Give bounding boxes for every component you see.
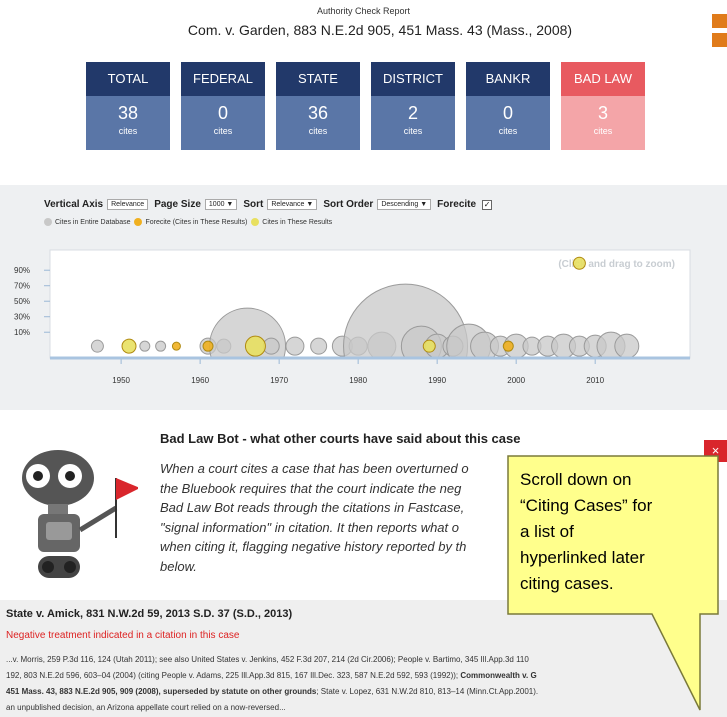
callout-line: Scroll down on xyxy=(520,470,632,490)
callout-line: “Citing Cases” for xyxy=(520,496,652,516)
callout-shape xyxy=(0,0,727,717)
page: Authority Check Report Com. v. Garden, 8… xyxy=(0,0,727,717)
callout-line: hyperlinked later xyxy=(520,548,645,568)
callout-line: citing cases. xyxy=(520,574,614,594)
callout-line: a list of xyxy=(520,522,574,542)
